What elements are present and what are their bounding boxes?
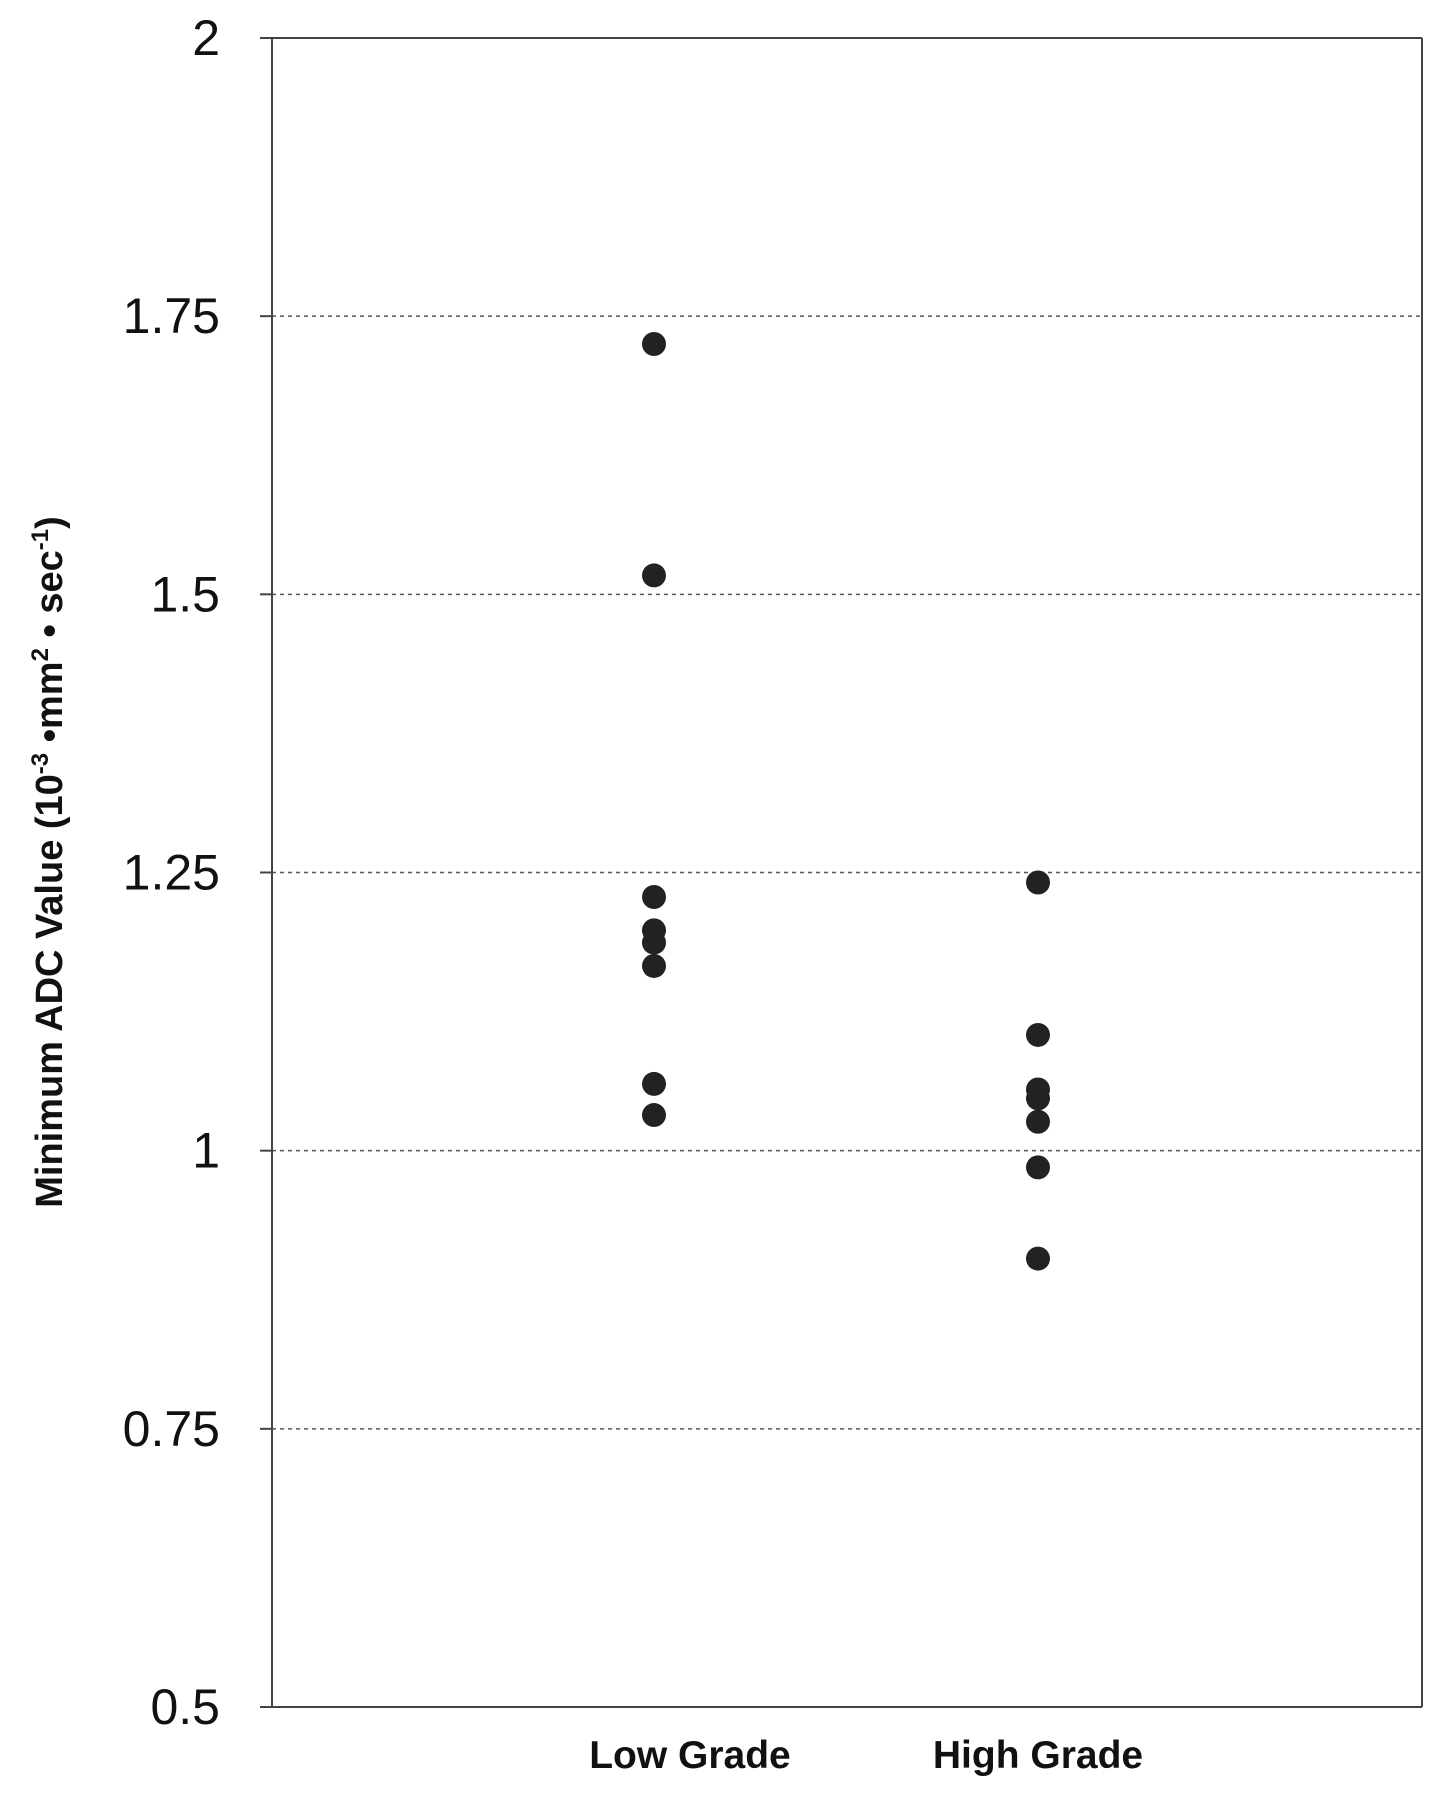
data-point	[642, 884, 666, 909]
data-point	[1026, 1086, 1050, 1111]
data-point	[642, 1071, 666, 1096]
data-point	[1026, 1155, 1050, 1180]
data-point	[1026, 1022, 1050, 1047]
data-point	[1026, 1246, 1050, 1271]
x-tick-labels: Low Grade High Grade	[589, 1734, 1143, 1777]
data-point	[642, 331, 666, 356]
data-points	[642, 331, 1050, 1271]
y-tick-label: 1.25	[123, 845, 220, 901]
axes	[260, 37, 1423, 1708]
y-tick-label: 1.75	[123, 288, 220, 344]
y-tick-labels: 0.5 0.75 1 1.25 1.5 1.75 2	[123, 10, 220, 1735]
y-axis-label: Minimum ADC Value (10-3 •mm2 • sec-1)	[27, 516, 71, 1208]
gridlines	[272, 315, 1422, 1430]
data-point	[642, 1103, 666, 1128]
y-tick-label: 0.75	[123, 1401, 220, 1457]
x-tick-label: Low Grade	[589, 1734, 791, 1777]
y-tick-label: 1	[192, 1123, 220, 1179]
data-point	[1026, 1109, 1050, 1134]
y-tick-label: 0.5	[150, 1679, 220, 1735]
data-point	[642, 930, 666, 955]
y-tick-label: 1.5	[150, 566, 220, 622]
data-point	[642, 953, 666, 978]
y-tick-label: 2	[192, 10, 220, 66]
x-tick-label: High Grade	[933, 1734, 1143, 1777]
data-point	[1026, 870, 1050, 895]
data-point	[642, 563, 666, 588]
